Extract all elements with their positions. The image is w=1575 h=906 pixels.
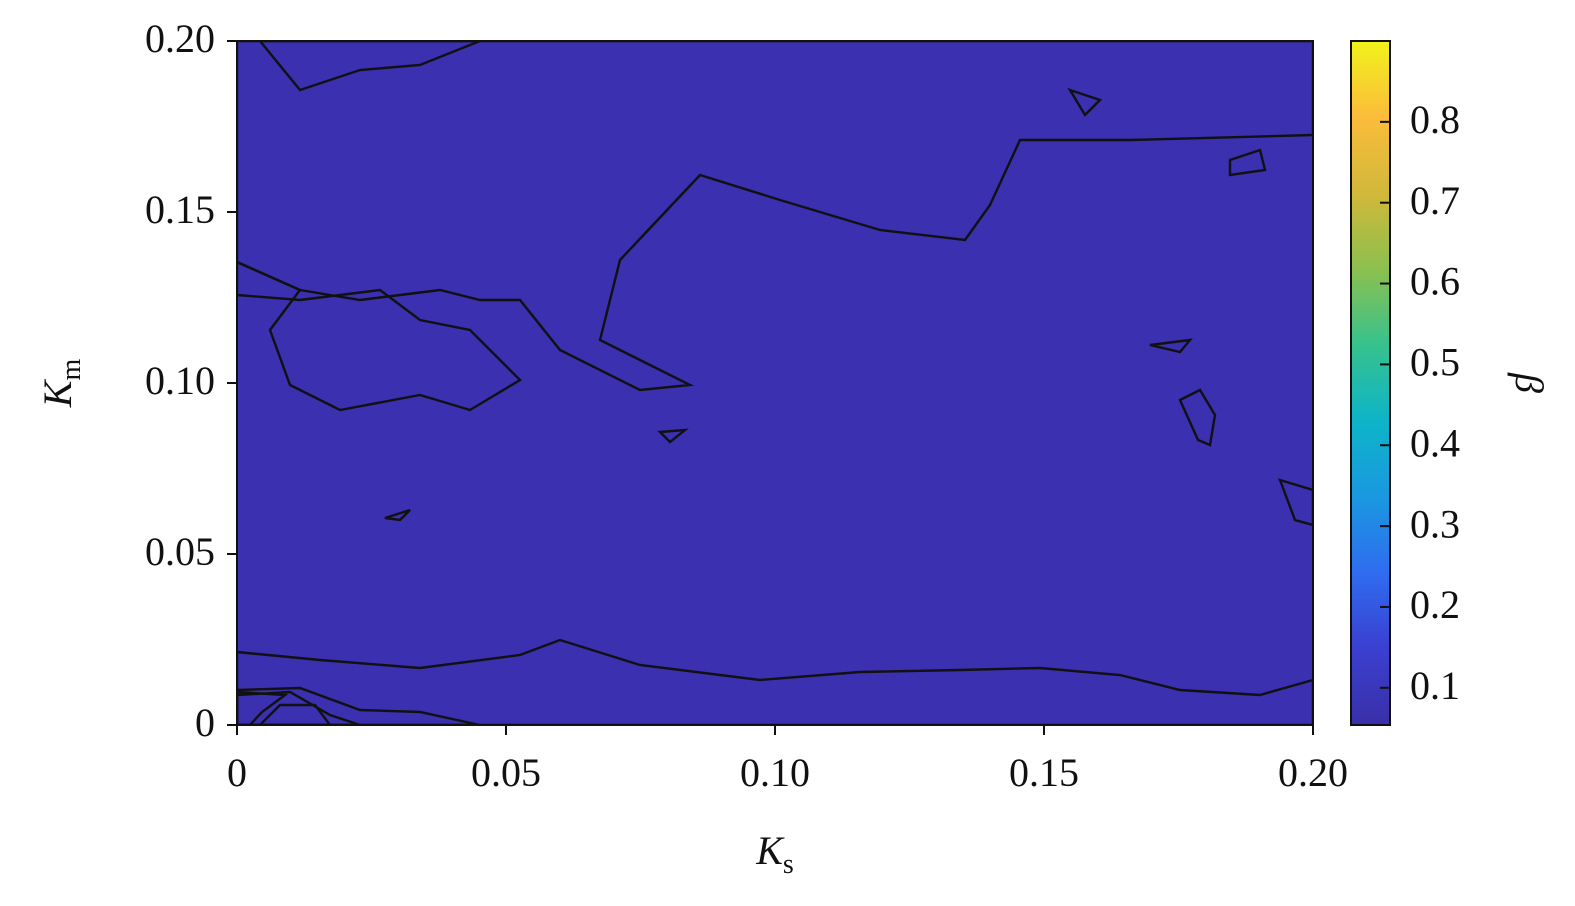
- contour-field: [237, 41, 1313, 725]
- contour-region: [258, 41, 481, 92]
- y-tick-label: 0.15: [145, 187, 215, 232]
- colorbar-tick-label: 0.1: [1410, 663, 1460, 708]
- colorbar-tick-label: 0.3: [1410, 501, 1460, 546]
- contour-region: [237, 638, 1313, 725]
- contour-region: [237, 690, 361, 725]
- colorbar-tick-label: 0.2: [1410, 582, 1460, 627]
- colorbar-tick-label: 0.7: [1410, 178, 1460, 223]
- field-base: [237, 41, 1313, 725]
- x-label-sub: s: [783, 849, 794, 880]
- contour-line: [384, 87, 1313, 527]
- contour-region: [258, 703, 332, 725]
- y-axis-label: Km: [35, 359, 87, 409]
- x-axis-label: Ks: [755, 828, 794, 880]
- colorbar-tick-label: 0.5: [1410, 340, 1460, 385]
- colorbar-tick-label: 0.8: [1410, 97, 1460, 142]
- contour-region: [237, 41, 1313, 392]
- colorbar-tick-label: 0.6: [1410, 259, 1460, 304]
- colorbar-tick-label: 0.4: [1410, 420, 1460, 465]
- y-tick-label: 0.05: [145, 529, 215, 574]
- x-tick-label: 0.15: [1009, 750, 1079, 795]
- y-label-main: K: [35, 378, 80, 408]
- contour-region: [237, 690, 289, 725]
- x-tick-label: 0: [227, 750, 247, 795]
- y-tick-label: 0.20: [145, 16, 215, 61]
- contour-region: [237, 686, 481, 725]
- y-tick-label: 0: [195, 700, 215, 745]
- contour-region: [237, 260, 522, 412]
- y-tick-label: 0.10: [145, 358, 215, 403]
- y-label-sub: m: [56, 359, 87, 381]
- colorbar: [1350, 40, 1391, 726]
- x-tick-label: 0.20: [1278, 750, 1348, 795]
- colorbar-label: β: [1507, 372, 1552, 393]
- x-tick-label: 0.05: [471, 750, 541, 795]
- x-label-main: K: [755, 828, 785, 873]
- x-tick-label: 0.10: [740, 750, 810, 795]
